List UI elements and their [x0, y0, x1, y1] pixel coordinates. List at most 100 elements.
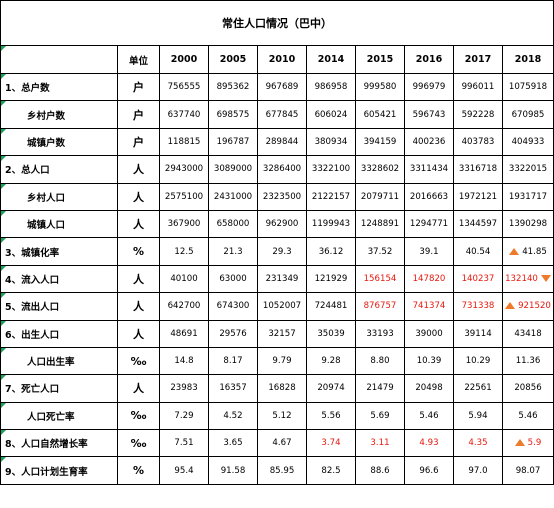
unit-cell[interactable]: 人	[117, 209, 160, 239]
row-label-cell[interactable]: 城镇人口	[0, 209, 118, 239]
row-label-cell[interactable]: 5、流出人口	[0, 292, 118, 321]
value-cell[interactable]: 11.36	[502, 346, 554, 376]
value-cell[interactable]: 10.29	[453, 346, 503, 376]
value-cell[interactable]: 82.5	[306, 456, 356, 485]
value-cell[interactable]: 756555	[159, 72, 209, 102]
value-cell[interactable]: 289844	[257, 127, 307, 157]
value-cell[interactable]: 3.65	[208, 429, 258, 458]
value-cell[interactable]: 670985	[502, 100, 554, 129]
unit-cell[interactable]: ‰	[117, 401, 160, 431]
value-cell[interactable]: 16828	[257, 374, 307, 403]
header-cell-year[interactable]: 2015	[355, 45, 405, 74]
value-cell[interactable]: 741374	[404, 292, 454, 321]
value-cell[interactable]: 63000	[208, 264, 258, 294]
value-cell[interactable]: 132140	[502, 264, 554, 294]
value-cell[interactable]: 9.28	[306, 346, 356, 376]
value-cell[interactable]: 367900	[159, 209, 209, 239]
value-cell[interactable]: 29576	[208, 319, 258, 348]
value-cell[interactable]: 16357	[208, 374, 258, 403]
header-cell-year[interactable]: 2017	[453, 45, 503, 74]
row-label-cell[interactable]: 7、死亡人口	[0, 374, 118, 403]
value-cell[interactable]: 39.1	[404, 237, 454, 266]
value-cell[interactable]: 196787	[208, 127, 258, 157]
value-cell[interactable]: 1075918	[502, 72, 554, 102]
unit-cell[interactable]: ‰	[117, 346, 160, 376]
value-cell[interactable]: 1390298	[502, 209, 554, 239]
value-cell[interactable]: 3328602	[355, 155, 405, 184]
value-cell[interactable]: 9.79	[257, 346, 307, 376]
unit-cell[interactable]: %	[117, 237, 160, 266]
value-cell[interactable]: 5.12	[257, 401, 307, 431]
value-cell[interactable]: 876757	[355, 292, 405, 321]
value-cell[interactable]: 40100	[159, 264, 209, 294]
row-label-cell[interactable]: 9、人口计划生育率	[0, 456, 118, 485]
value-cell[interactable]: 3.74	[306, 429, 356, 458]
header-cell-unit[interactable]: 单位	[117, 45, 160, 74]
value-cell[interactable]: 23983	[159, 374, 209, 403]
value-cell[interactable]: 96.6	[404, 456, 454, 485]
value-cell[interactable]: 85.95	[257, 456, 307, 485]
unit-cell[interactable]: 人	[117, 374, 160, 403]
value-cell[interactable]: 1931717	[502, 182, 554, 211]
value-cell[interactable]: 380934	[306, 127, 356, 157]
row-label-cell[interactable]: 3、城镇化率	[0, 237, 118, 266]
value-cell[interactable]: 2079711	[355, 182, 405, 211]
value-cell[interactable]: 20856	[502, 374, 554, 403]
row-label-cell[interactable]: 4、流入人口	[0, 264, 118, 294]
value-cell[interactable]: 3089000	[208, 155, 258, 184]
value-cell[interactable]: 986958	[306, 72, 356, 102]
unit-cell[interactable]: 人	[117, 155, 160, 184]
value-cell[interactable]: 32157	[257, 319, 307, 348]
value-cell[interactable]: 2016663	[404, 182, 454, 211]
value-cell[interactable]: 1199943	[306, 209, 356, 239]
value-cell[interactable]: 5.9	[502, 429, 554, 458]
value-cell[interactable]: 999580	[355, 72, 405, 102]
value-cell[interactable]: 921520	[502, 292, 554, 321]
value-cell[interactable]: 3311434	[404, 155, 454, 184]
value-cell[interactable]: 5.46	[404, 401, 454, 431]
value-cell[interactable]: 88.6	[355, 456, 405, 485]
value-cell[interactable]: 156154	[355, 264, 405, 294]
value-cell[interactable]: 12.5	[159, 237, 209, 266]
header-cell-year[interactable]: 2000	[159, 45, 209, 74]
value-cell[interactable]: 596743	[404, 100, 454, 129]
unit-cell[interactable]: 户	[117, 100, 160, 129]
header-cell-year[interactable]: 2016	[404, 45, 454, 74]
unit-cell[interactable]: 户	[117, 127, 160, 157]
value-cell[interactable]: 605421	[355, 100, 405, 129]
value-cell[interactable]: 394159	[355, 127, 405, 157]
header-cell-year[interactable]: 2014	[306, 45, 356, 74]
value-cell[interactable]: 21.3	[208, 237, 258, 266]
value-cell[interactable]: 2943000	[159, 155, 209, 184]
value-cell[interactable]: 7.51	[159, 429, 209, 458]
row-label-cell[interactable]: 6、出生人口	[0, 319, 118, 348]
header-cell-corner[interactable]	[0, 45, 118, 74]
header-cell-year[interactable]: 2010	[257, 45, 307, 74]
value-cell[interactable]: 121929	[306, 264, 356, 294]
value-cell[interactable]: 3322100	[306, 155, 356, 184]
header-cell-year[interactable]: 2005	[208, 45, 258, 74]
unit-cell[interactable]: 人	[117, 182, 160, 211]
value-cell[interactable]: 41.85	[502, 237, 554, 266]
value-cell[interactable]: 731338	[453, 292, 503, 321]
unit-cell[interactable]: 人	[117, 292, 160, 321]
value-cell[interactable]: 48691	[159, 319, 209, 348]
row-label-cell[interactable]: 8、人口自然增长率	[0, 429, 118, 458]
value-cell[interactable]: 35039	[306, 319, 356, 348]
value-cell[interactable]: 39114	[453, 319, 503, 348]
value-cell[interactable]: 5.69	[355, 401, 405, 431]
value-cell[interactable]: 20974	[306, 374, 356, 403]
value-cell[interactable]: 43418	[502, 319, 554, 348]
value-cell[interactable]: 20498	[404, 374, 454, 403]
row-label-cell[interactable]: 乡村人口	[0, 182, 118, 211]
value-cell[interactable]: 8.17	[208, 346, 258, 376]
value-cell[interactable]: 5.56	[306, 401, 356, 431]
header-cell-year[interactable]: 2018	[502, 45, 554, 74]
value-cell[interactable]: 14.8	[159, 346, 209, 376]
unit-cell[interactable]: 人	[117, 319, 160, 348]
value-cell[interactable]: 2122157	[306, 182, 356, 211]
table-title[interactable]: 常住人口情况（巴中）	[0, 0, 554, 46]
value-cell[interactable]: 967689	[257, 72, 307, 102]
value-cell[interactable]: 1052007	[257, 292, 307, 321]
row-label-cell[interactable]: 人口出生率	[0, 346, 118, 376]
